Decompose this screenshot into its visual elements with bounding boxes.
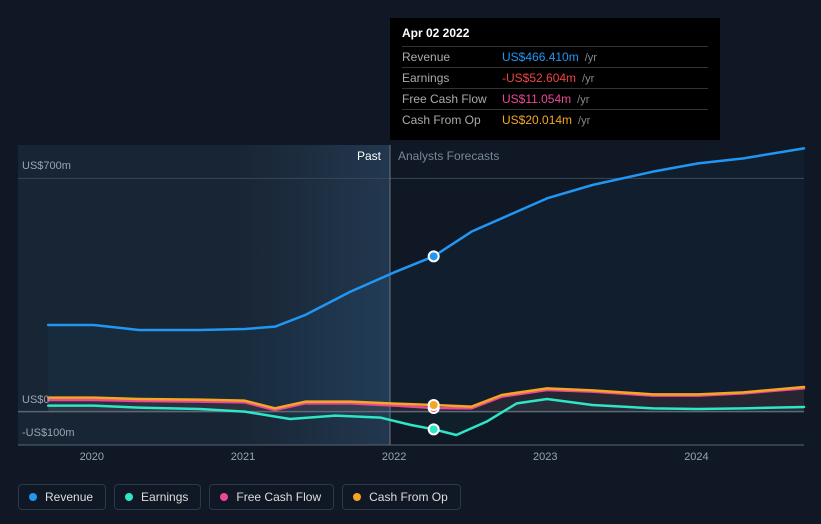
legend-item-label: Free Cash Flow xyxy=(236,490,321,504)
tooltip-row-label: Earnings xyxy=(402,71,502,85)
y-tick-label: -US$100m xyxy=(22,427,75,439)
legend-dot-icon xyxy=(29,493,37,501)
y-tick-label: US$700m xyxy=(22,160,71,172)
tooltip-row: Earnings-US$52.604m/yr xyxy=(402,67,708,88)
legend-item-revenue[interactable]: Revenue xyxy=(18,484,106,510)
legend-item-label: Cash From Op xyxy=(369,490,448,504)
x-tick-label: 2022 xyxy=(382,451,406,463)
tooltip-row-value: -US$52.604m xyxy=(502,71,576,85)
legend-item-label: Earnings xyxy=(141,490,188,504)
x-tick-label: 2023 xyxy=(533,451,557,463)
y-tick-label: US$0 xyxy=(22,394,50,406)
past-label: Past xyxy=(357,149,381,163)
tooltip-row-unit: /yr xyxy=(578,115,590,127)
legend-dot-icon xyxy=(353,493,361,501)
legend-item-free-cash-flow[interactable]: Free Cash Flow xyxy=(209,484,334,510)
legend-dot-icon xyxy=(125,493,133,501)
tooltip-row: RevenueUS$466.410m/yr xyxy=(402,46,708,67)
legend-item-label: Revenue xyxy=(45,490,93,504)
tooltip-row-value: US$11.054m xyxy=(502,92,571,106)
legend-dot-icon xyxy=(220,493,228,501)
tooltip-date: Apr 02 2022 xyxy=(402,26,708,46)
tooltip-row-value: US$20.014m xyxy=(502,113,572,127)
tooltip-row: Cash From OpUS$20.014m/yr xyxy=(402,109,708,130)
chart-legend: Revenue Earnings Free Cash Flow Cash From O… xyxy=(18,484,461,510)
legend-item-earnings[interactable]: Earnings xyxy=(114,484,201,510)
tooltip-row-label: Cash From Op xyxy=(402,113,502,127)
x-tick-label: 2021 xyxy=(231,451,255,463)
tooltip-row-unit: /yr xyxy=(582,73,594,85)
chart-tooltip: Apr 02 2022 RevenueUS$466.410m/yrEarning… xyxy=(390,18,720,140)
legend-item-cash-from-op[interactable]: Cash From Op xyxy=(342,484,461,510)
x-tick-label: 2020 xyxy=(80,451,104,463)
forecast-label: Analysts Forecasts xyxy=(398,149,499,163)
tooltip-row: Free Cash FlowUS$11.054m/yr xyxy=(402,88,708,109)
tooltip-row-label: Free Cash Flow xyxy=(402,92,502,106)
x-tick-label: 2024 xyxy=(684,451,708,463)
tooltip-row-label: Revenue xyxy=(402,50,502,64)
tooltip-row-unit: /yr xyxy=(577,94,589,106)
tooltip-row-value: US$466.410m xyxy=(502,50,579,64)
tooltip-row-unit: /yr xyxy=(585,52,597,64)
